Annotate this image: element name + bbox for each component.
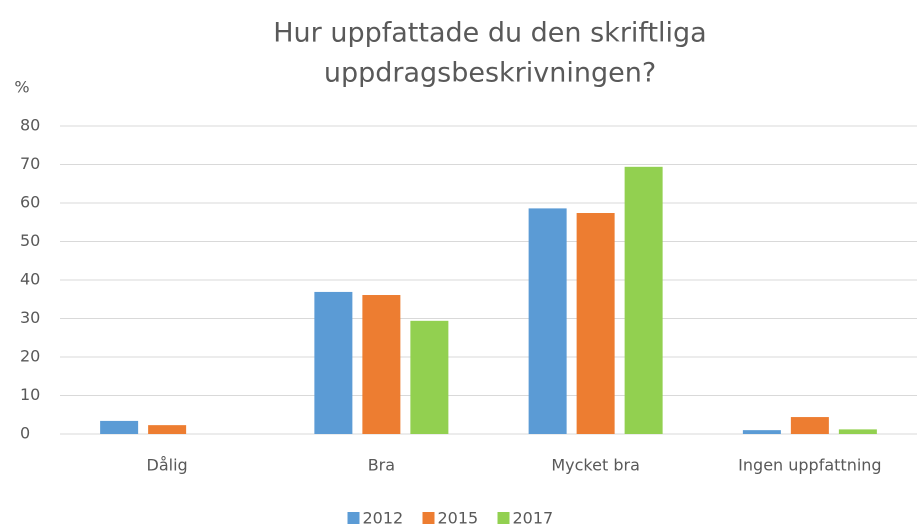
chart-title: Hur uppfattade du den skriftliga	[273, 18, 706, 49]
legend-swatch	[422, 512, 435, 524]
y-axis-label: %	[14, 78, 29, 97]
legend-label: 2017	[513, 509, 554, 528]
bar	[624, 166, 663, 434]
y-tick-label: 10	[20, 385, 40, 404]
y-tick-label: 30	[20, 308, 40, 327]
y-tick-label: 40	[20, 270, 40, 289]
bar	[410, 320, 449, 434]
x-tick-label: Bra	[368, 456, 395, 475]
y-tick-label: 60	[20, 193, 40, 212]
bar	[100, 420, 139, 434]
bar	[576, 213, 615, 434]
legend-swatch	[497, 512, 510, 524]
legend-swatch	[347, 512, 360, 524]
y-tick-label: 70	[20, 154, 40, 173]
chart-title: uppdragsbeskrivningen?	[324, 58, 656, 89]
x-tick-label: Dålig	[147, 456, 188, 475]
bar	[528, 208, 567, 434]
bar	[742, 430, 781, 434]
x-tick-label: Ingen uppfattning	[738, 456, 881, 475]
y-tick-label: 20	[20, 347, 40, 366]
legend-label: 2015	[438, 509, 479, 528]
y-tick-label: 80	[20, 116, 40, 135]
bar	[362, 295, 401, 434]
legend-label: 2012	[363, 509, 404, 528]
bar	[314, 291, 353, 434]
x-tick-label: Mycket bra	[551, 456, 640, 475]
y-tick-label: 0	[20, 424, 30, 443]
bar	[790, 417, 829, 434]
bar	[148, 425, 187, 434]
bar	[838, 429, 877, 434]
y-tick-label: 50	[20, 231, 40, 250]
